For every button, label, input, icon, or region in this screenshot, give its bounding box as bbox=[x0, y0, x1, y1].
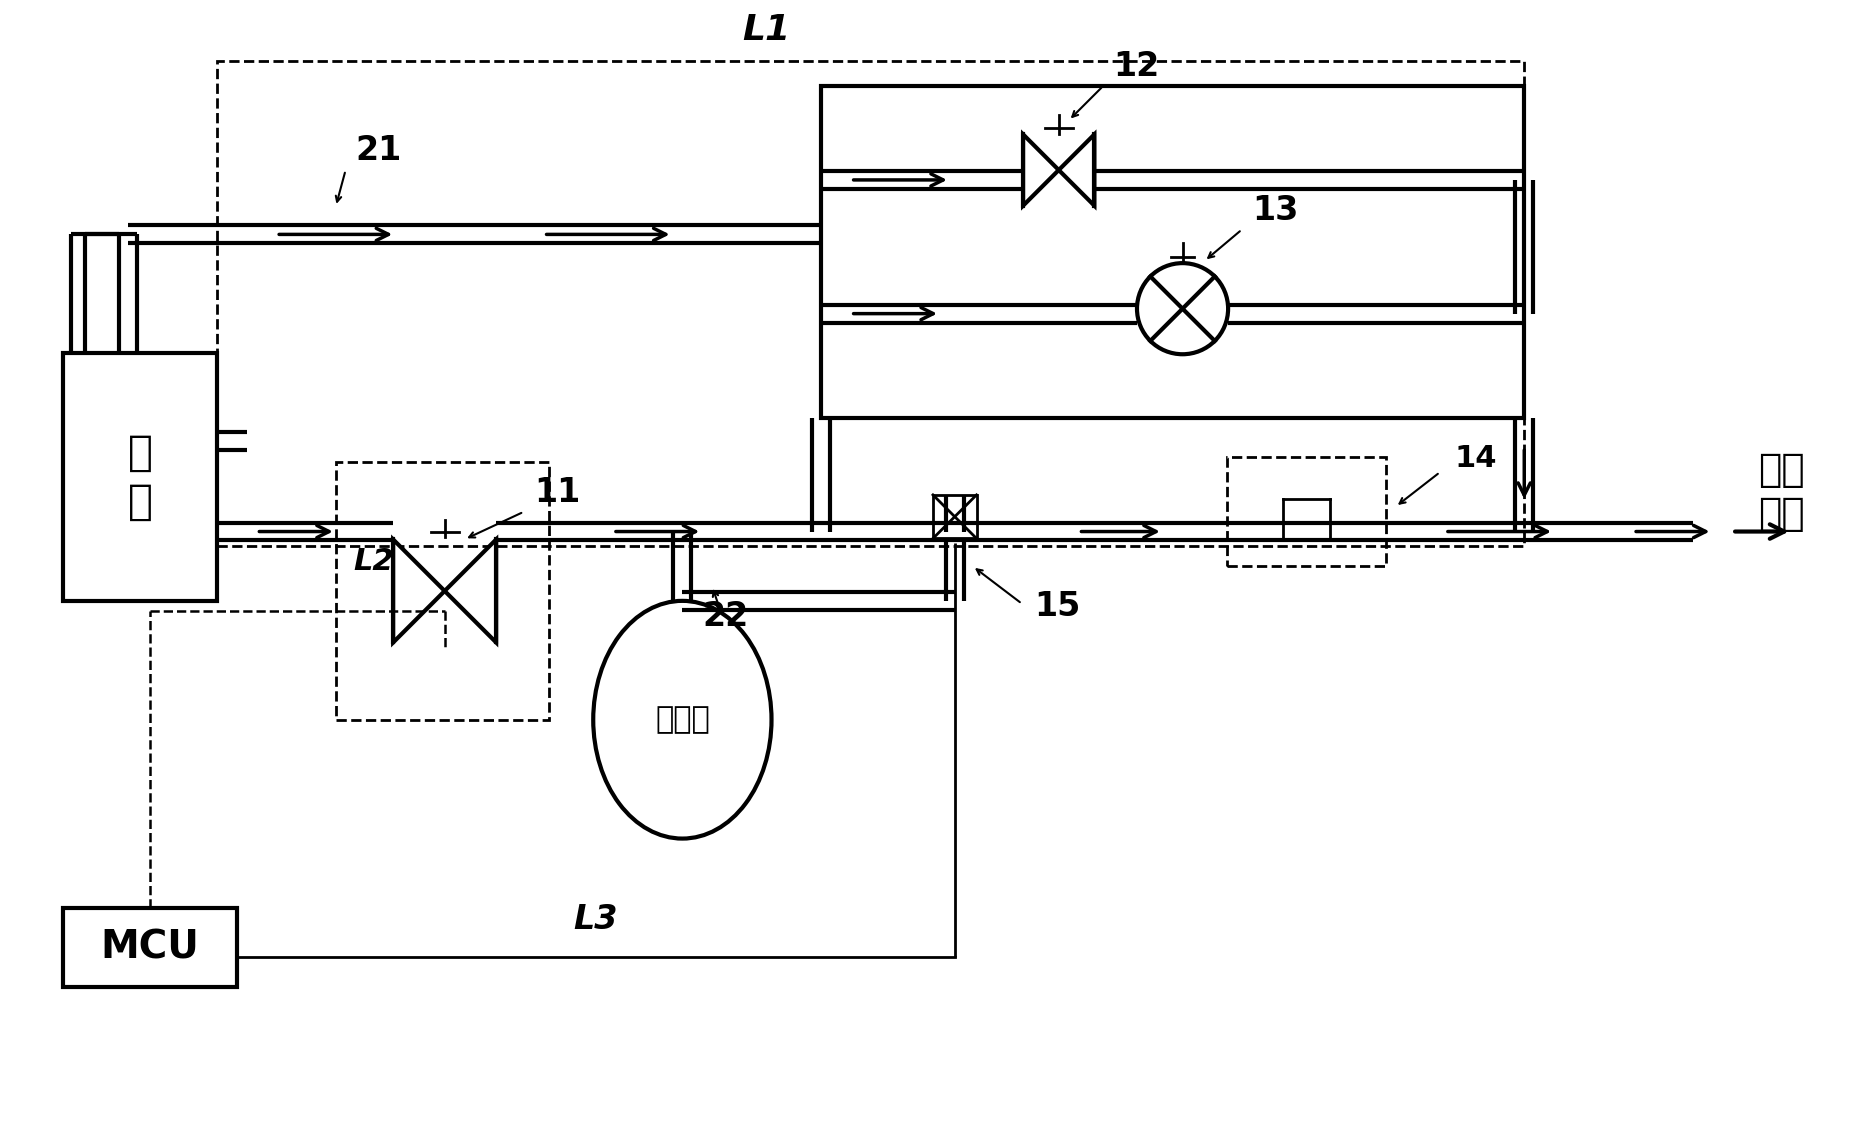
Bar bbox=[932, 495, 977, 539]
Text: 22: 22 bbox=[702, 600, 748, 632]
Bar bbox=[63, 908, 236, 987]
Text: 患者肺: 患者肺 bbox=[656, 706, 709, 734]
Bar bbox=[1227, 458, 1385, 566]
Text: 11: 11 bbox=[533, 476, 579, 508]
Text: 14: 14 bbox=[1454, 444, 1497, 473]
Bar bbox=[217, 61, 1525, 547]
Bar bbox=[821, 86, 1525, 418]
Circle shape bbox=[1136, 263, 1227, 354]
Bar bbox=[336, 462, 548, 720]
Text: 21: 21 bbox=[355, 134, 401, 167]
Text: MCU: MCU bbox=[100, 929, 199, 967]
Text: 12: 12 bbox=[1112, 50, 1159, 83]
Text: 13: 13 bbox=[1252, 194, 1298, 227]
Polygon shape bbox=[394, 540, 444, 642]
Polygon shape bbox=[1023, 134, 1058, 205]
Text: L2: L2 bbox=[353, 547, 394, 576]
Text: 气
源: 气 源 bbox=[128, 432, 152, 522]
Text: L3: L3 bbox=[574, 903, 618, 935]
Text: 外界
大气: 外界 大气 bbox=[1759, 451, 1805, 533]
Text: L1: L1 bbox=[743, 14, 789, 47]
Bar bbox=[63, 353, 217, 601]
Polygon shape bbox=[1058, 134, 1094, 205]
Polygon shape bbox=[444, 540, 496, 642]
Text: 15: 15 bbox=[1034, 589, 1081, 623]
